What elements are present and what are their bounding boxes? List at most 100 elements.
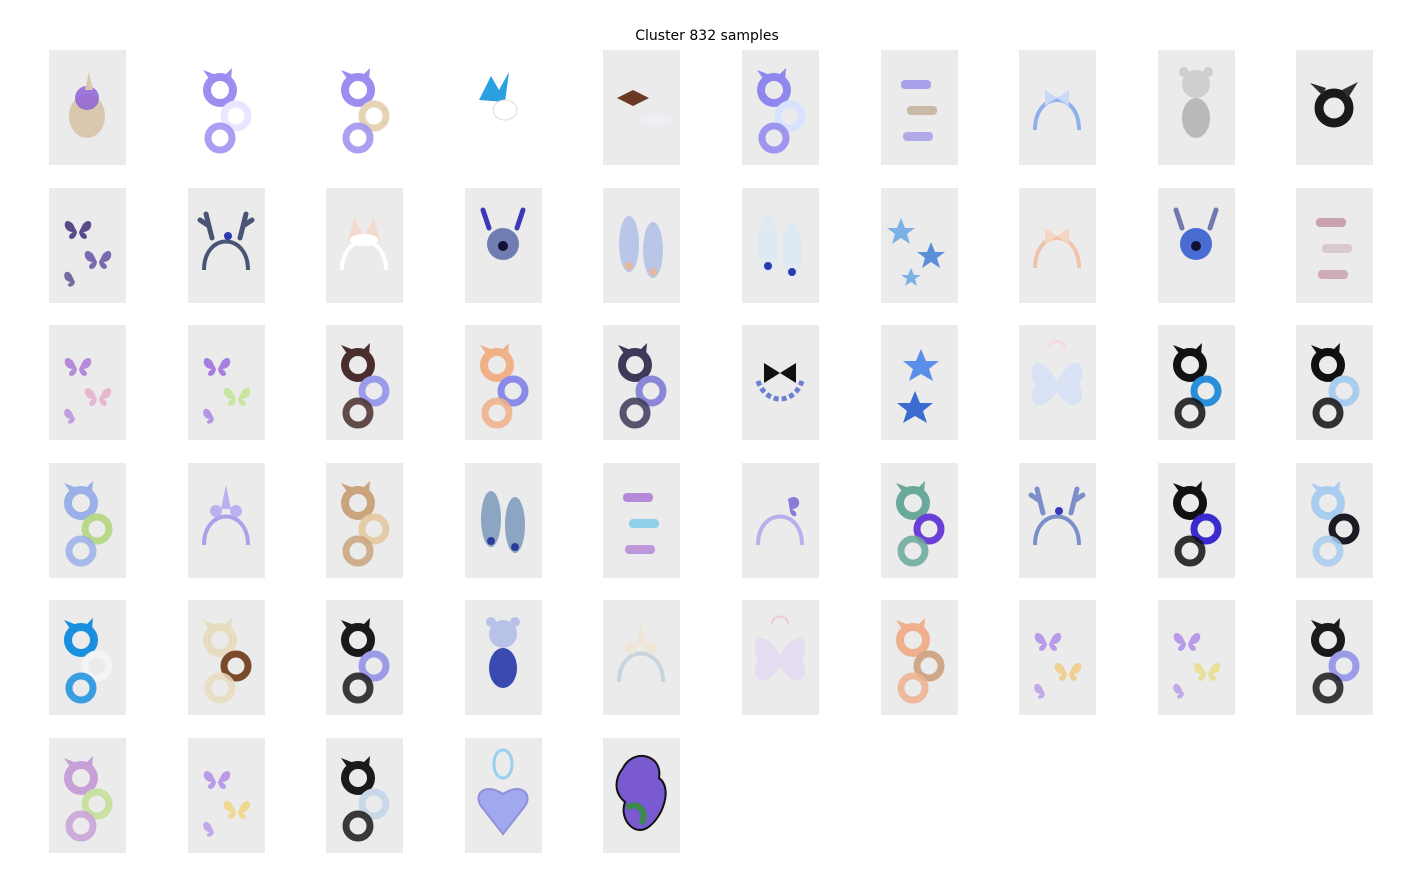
sample-image [326,600,403,715]
unicorn-headband-icon [202,485,250,546]
sample-image [603,325,680,440]
sample-image [49,325,126,440]
antler-headband-icon [197,211,255,271]
scrunchie-set-icon [757,68,806,154]
scrunchie-set-icon [341,481,390,567]
sample-image [742,188,819,303]
scrunchie-set-icon [1173,343,1222,429]
slippers-icon [481,491,525,553]
butterfly-clips-icon [203,357,251,424]
scrunchie-set-icon [341,343,390,429]
sample-image [465,50,542,165]
sample-image [1019,463,1096,578]
butterfly-clips-icon [64,220,112,287]
antler-headband-icon [1028,486,1086,546]
sample-image [881,50,958,165]
sample-image [188,600,265,715]
scrunchie-set-icon [341,68,390,154]
sample-image [49,738,126,853]
sample-image [603,50,680,165]
scrunchie-set-icon [203,68,252,154]
sample-image [1158,325,1235,440]
bow-headband-icon [1033,90,1081,131]
sample-image [49,600,126,715]
sample-image [1296,325,1373,440]
sample-image [326,463,403,578]
hair-clips-icon [623,493,659,554]
sample-image [881,463,958,578]
sample-image [603,463,680,578]
scrunchie-set-icon [1173,481,1222,567]
scrunchie-set-icon [480,343,529,429]
unicorn-plush-icon [69,72,105,138]
fairy-wings-icon [754,615,806,681]
butterfly-clips-icon [1034,632,1082,699]
sample-image [188,188,265,303]
butterfly-headband-icon [756,496,804,546]
sample-image [188,50,265,165]
slippers-icon [758,216,802,278]
sample-image [1019,600,1096,715]
bow-necklace-icon [755,363,805,402]
sample-image [603,188,680,303]
scrunchie-set-icon [896,618,945,704]
dragon-patch-icon [615,755,667,831]
sample-image [1019,188,1096,303]
sample-image [603,600,680,715]
scrunchie-set-icon [1311,481,1360,567]
butterfly-clips-icon [203,770,251,837]
scrunchie-set-icon [341,756,390,842]
sample-image [1296,50,1373,165]
sample-image [1296,188,1373,303]
bear-plush-icon [486,617,520,688]
heart-shaker-ornament-icon [477,748,529,836]
sample-image [742,463,819,578]
hair-clips-icon [901,80,937,141]
sample-image [742,50,819,165]
scrunchie-set-icon [64,756,113,842]
sample-image [465,325,542,440]
sample-image [881,600,958,715]
slippers-icon [619,216,663,278]
figure-title: Cluster 832 samples [635,28,779,44]
bow-headband-icon [1033,228,1081,269]
sample-image [1158,188,1235,303]
scrunchie-set-icon [618,343,667,429]
sample-image [326,325,403,440]
scrunchie-set-icon [203,618,252,704]
sample-image [1158,463,1235,578]
scrunchie-set-icon [341,618,390,704]
sample-image [326,50,403,165]
reindeer-clips-icon [480,207,526,260]
sample-image [1158,600,1235,715]
black-scrunchie-icon [1310,82,1358,128]
reindeer-pom-icon [1173,207,1219,260]
sample-image [881,188,958,303]
bow-clips-icon [617,90,673,128]
sample-image [465,738,542,853]
scrunchie-set-icon [64,618,113,704]
antler-clips-icon [479,72,518,121]
sample-image [603,738,680,853]
sample-image [465,600,542,715]
starfish-garland-icon [887,218,945,286]
scrunchie-set-icon [896,481,945,567]
sample-image [465,463,542,578]
unicorn-headband-icon [617,622,665,683]
sample-image [49,463,126,578]
sample-image [49,50,126,165]
butterfly-clips-icon [64,357,112,424]
sample-image [1296,463,1373,578]
star-clips-icon [897,349,939,423]
cat-ear-headband-icon [340,218,388,271]
sample-image [188,738,265,853]
sample-image [1158,50,1235,165]
sample-image [742,600,819,715]
sample-image [188,325,265,440]
sample-image [1296,600,1373,715]
sample-image [1019,50,1096,165]
sample-image [742,325,819,440]
fairy-wings-icon [1031,340,1083,406]
sample-image [1019,325,1096,440]
